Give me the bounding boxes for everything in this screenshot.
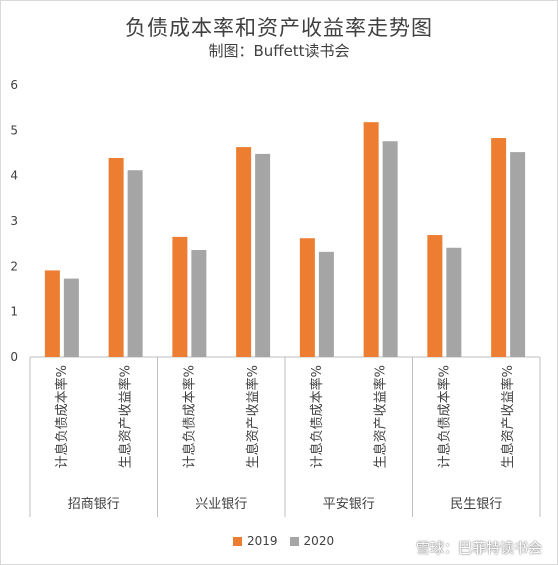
y-tick-label: 3 <box>10 214 18 228</box>
legend: 2019 2020 <box>233 532 346 550</box>
group-label: 民生银行 <box>450 497 502 512</box>
category-label: 生息资产收益率% <box>500 365 516 468</box>
bar-2020-1 <box>63 278 79 357</box>
bar-2020-2 <box>127 170 143 357</box>
bar-2020-6 <box>382 141 398 357</box>
group-label: 兴业银行 <box>195 497 247 512</box>
category-label: 计息负债成本率% <box>54 365 70 468</box>
y-tick-label: 1 <box>10 305 18 319</box>
y-tick-label: 6 <box>10 78 18 92</box>
bar-2019-2 <box>108 157 124 357</box>
bar-2019-8 <box>491 138 507 357</box>
bar-2019-5 <box>299 238 315 357</box>
watermark-text: 雪球：巴菲特读书会 <box>416 541 542 557</box>
bar-2019-3 <box>172 236 188 357</box>
category-label: 计息负债成本率% <box>181 365 197 468</box>
legend-item-2019: 2019 <box>233 534 278 548</box>
group-label: 平安银行 <box>323 497 375 512</box>
bar-2019-6 <box>363 122 379 357</box>
bar-2020-3 <box>191 250 207 357</box>
bar-2019-4 <box>236 147 252 357</box>
legend-item-2020: 2020 <box>289 534 335 548</box>
bar-2019-7 <box>427 235 443 357</box>
bar-2020-4 <box>255 153 271 357</box>
bar-2020-5 <box>318 251 334 357</box>
legend-swatch-2019 <box>233 536 242 546</box>
bar-2019-1 <box>44 270 60 357</box>
category-label: 计息负债成本率% <box>309 365 325 468</box>
category-label: 计息负债成本率% <box>436 365 452 468</box>
snowball-icon <box>394 539 412 557</box>
legend-swatch-2020 <box>289 536 299 546</box>
group-label: 招商银行 <box>68 497 120 512</box>
y-tick-label: 0 <box>10 350 18 364</box>
y-tick-label: 4 <box>10 169 18 183</box>
y-tick-label: 5 <box>10 123 18 137</box>
category-label: 生息资产收益率% <box>118 365 134 468</box>
watermark: 雪球：巴菲特读书会 <box>394 538 542 558</box>
bar-2020-7 <box>446 247 462 357</box>
category-label: 生息资产收益率% <box>245 365 261 468</box>
bar-2020-8 <box>510 152 526 357</box>
category-label: 生息资产收益率% <box>373 365 389 468</box>
legend-label-2020: 2020 <box>303 534 335 548</box>
chart-subtitle: 制图：Buffett读书会 <box>208 42 350 60</box>
legend-label-2019: 2019 <box>247 534 278 548</box>
y-tick-label: 2 <box>10 259 18 273</box>
chart-title: 负债成本率和资产收益率走势图 <box>125 16 433 40</box>
